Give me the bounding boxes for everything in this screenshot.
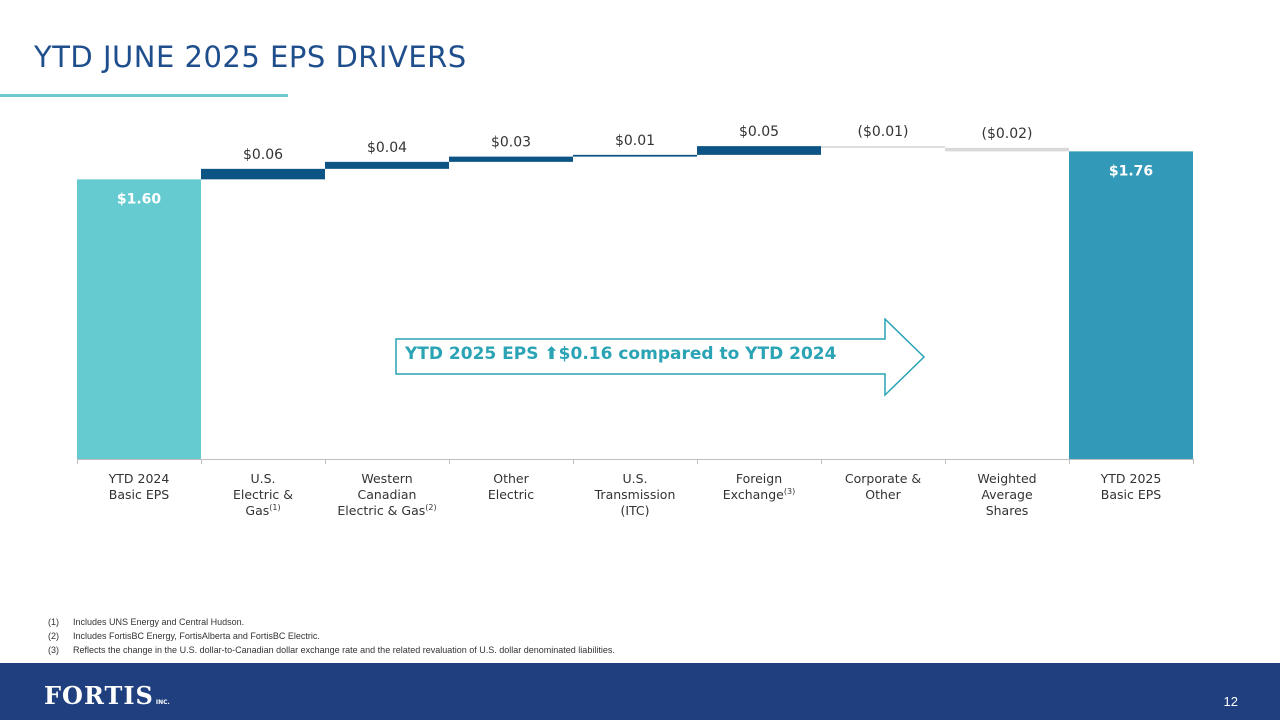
- bar-8: [1069, 151, 1193, 459]
- title-underline: [0, 94, 288, 97]
- footnote-2: (2) Includes FortisBC Energy, FortisAlbe…: [48, 629, 615, 643]
- footnote-number: (2): [48, 631, 59, 641]
- bar-1: [201, 168, 325, 180]
- bar-3: [449, 156, 573, 162]
- bar-0: [77, 179, 201, 460]
- category-label-3: Other Electric: [488, 471, 534, 502]
- footnote-number: (3): [48, 645, 59, 655]
- page-title: YTD JUNE 2025 EPS DRIVERS: [34, 40, 467, 74]
- footnote-3: (3) Reflects the change in the U.S. doll…: [48, 643, 615, 657]
- data-label-0: $1.60: [117, 191, 162, 207]
- logo-suffix: INC.: [155, 699, 170, 706]
- category-label-1: U.S. Electric & Gas(1): [233, 471, 293, 518]
- data-label-5: $0.05: [739, 124, 779, 140]
- callout-text-after: $0.16 compared to YTD 2024: [558, 344, 837, 364]
- bar-2: [325, 161, 449, 169]
- data-label-8: $1.76: [1109, 163, 1153, 179]
- eps-change-callout: YTD 2025 EPS ⬆$0.16 compared to YTD 2024: [395, 317, 930, 402]
- bar-5: [697, 146, 821, 155]
- category-label-4: U.S. Transmission (ITC): [594, 471, 676, 518]
- logo-name: FORTIS: [44, 681, 154, 710]
- eps-waterfall-chart: $1.60 $0.06 $0.04 $0.03 $0.01 $0.05 ($0.01) ($0…: [77, 124, 1194, 518]
- footnote-text: Includes FortisBC Energy, FortisAlberta …: [73, 631, 320, 641]
- data-label-6: ($0.01): [857, 124, 908, 140]
- footnote-number: (1): [48, 617, 59, 627]
- data-label-3: $0.03: [491, 135, 531, 151]
- footnotes: (1) Includes UNS Energy and Central Huds…: [48, 615, 615, 657]
- data-label-1: $0.06: [243, 147, 283, 163]
- footnote-text: Reflects the change in the U.S. dollar-t…: [73, 645, 615, 655]
- category-label-6: Corporate & Other: [845, 471, 921, 502]
- page-number: 12: [1223, 694, 1238, 709]
- footnote-text: Includes UNS Energy and Central Hudson.: [73, 617, 245, 627]
- category-label-7: Weighted Average Shares: [977, 471, 1036, 518]
- category-label-8: YTD 2025 Basic EPS: [1100, 471, 1162, 502]
- bar-4: [573, 154, 697, 157]
- callout-arrow-shape: [395, 317, 926, 397]
- data-label-7: ($0.02): [981, 126, 1032, 142]
- footnote-1: (1) Includes UNS Energy and Central Huds…: [48, 615, 615, 629]
- category-label-2: Western Canadian Electric & Gas(2): [337, 471, 436, 518]
- callout-text-before: YTD 2025 EPS: [405, 344, 545, 364]
- bar-6: [821, 146, 945, 148]
- category-label-0: YTD 2024 Basic EPS: [108, 471, 170, 502]
- category-label-5: Foreign Exchange(3): [723, 471, 795, 502]
- up-arrow-icon: ⬆: [544, 344, 559, 364]
- fortis-logo: FORTIS INC.: [44, 681, 170, 710]
- bar-7: [945, 147, 1069, 152]
- data-label-2: $0.04: [367, 140, 407, 156]
- data-label-4: $0.01: [615, 133, 655, 149]
- footer-bar: FORTIS INC. 12: [0, 663, 1280, 720]
- callout-text: YTD 2025 EPS ⬆$0.16 compared to YTD 2024: [405, 344, 836, 364]
